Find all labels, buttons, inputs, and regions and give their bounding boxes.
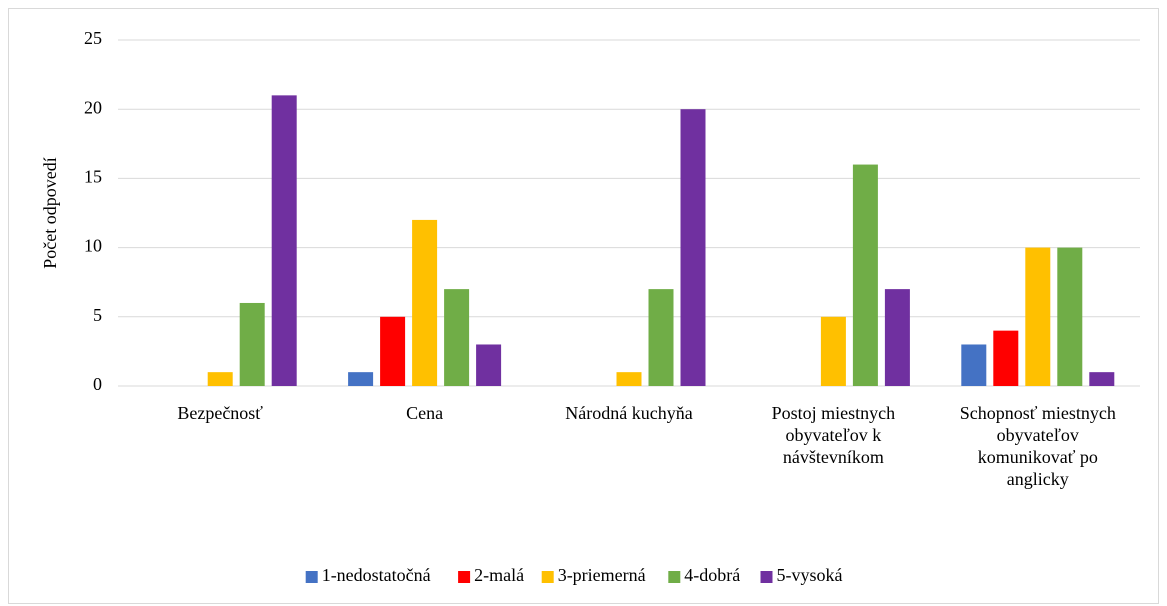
bar xyxy=(852,164,878,386)
bar xyxy=(1025,247,1051,386)
bar xyxy=(1089,372,1115,386)
x-tick-label: Postoj miestnych obyvateľov k návštevník… xyxy=(771,403,896,467)
bar xyxy=(961,344,987,386)
x-tick-label: Cena xyxy=(406,403,444,423)
bar xyxy=(993,330,1019,386)
legend-label: 2-malá xyxy=(474,565,524,585)
bar xyxy=(680,109,706,386)
y-tick-label: 20 xyxy=(84,97,102,117)
y-tick-label: 0 xyxy=(93,374,102,394)
bar xyxy=(884,289,910,386)
y-tick-label: 10 xyxy=(84,236,102,256)
frame xyxy=(8,8,1159,604)
bar xyxy=(1057,247,1083,386)
bar xyxy=(412,219,438,386)
y-tick-label: 25 xyxy=(84,28,102,48)
x-tick-label: Schopnosť miestnych obyvateľov komunikov… xyxy=(959,403,1116,489)
bar xyxy=(348,372,374,386)
bar xyxy=(271,95,297,387)
legend-swatch xyxy=(305,571,318,583)
legend-label: 1-nedostatočná xyxy=(322,565,431,585)
legend-swatch xyxy=(458,571,471,583)
legend-swatch xyxy=(760,571,773,583)
x-tick-label: Bezpečnosť xyxy=(177,403,264,423)
x-tick-label: Národná kuchyňa xyxy=(565,403,693,423)
bar xyxy=(239,302,265,386)
bar xyxy=(380,316,406,386)
bar xyxy=(616,372,642,386)
legend-swatch xyxy=(668,571,681,583)
legend-label: 5-vysoká xyxy=(777,565,843,585)
y-tick-label: 5 xyxy=(93,305,102,325)
legend-label: 4-dobrá xyxy=(684,565,740,585)
bar xyxy=(207,372,233,386)
legend-label: 3-priemerná xyxy=(558,565,646,585)
y-axis-label: Počet odpovedí xyxy=(40,157,60,268)
bar xyxy=(476,344,502,386)
bar xyxy=(820,316,846,386)
bar xyxy=(648,289,674,386)
legend-swatch xyxy=(541,571,554,583)
bar xyxy=(444,289,470,386)
y-tick-label: 15 xyxy=(84,167,102,187)
